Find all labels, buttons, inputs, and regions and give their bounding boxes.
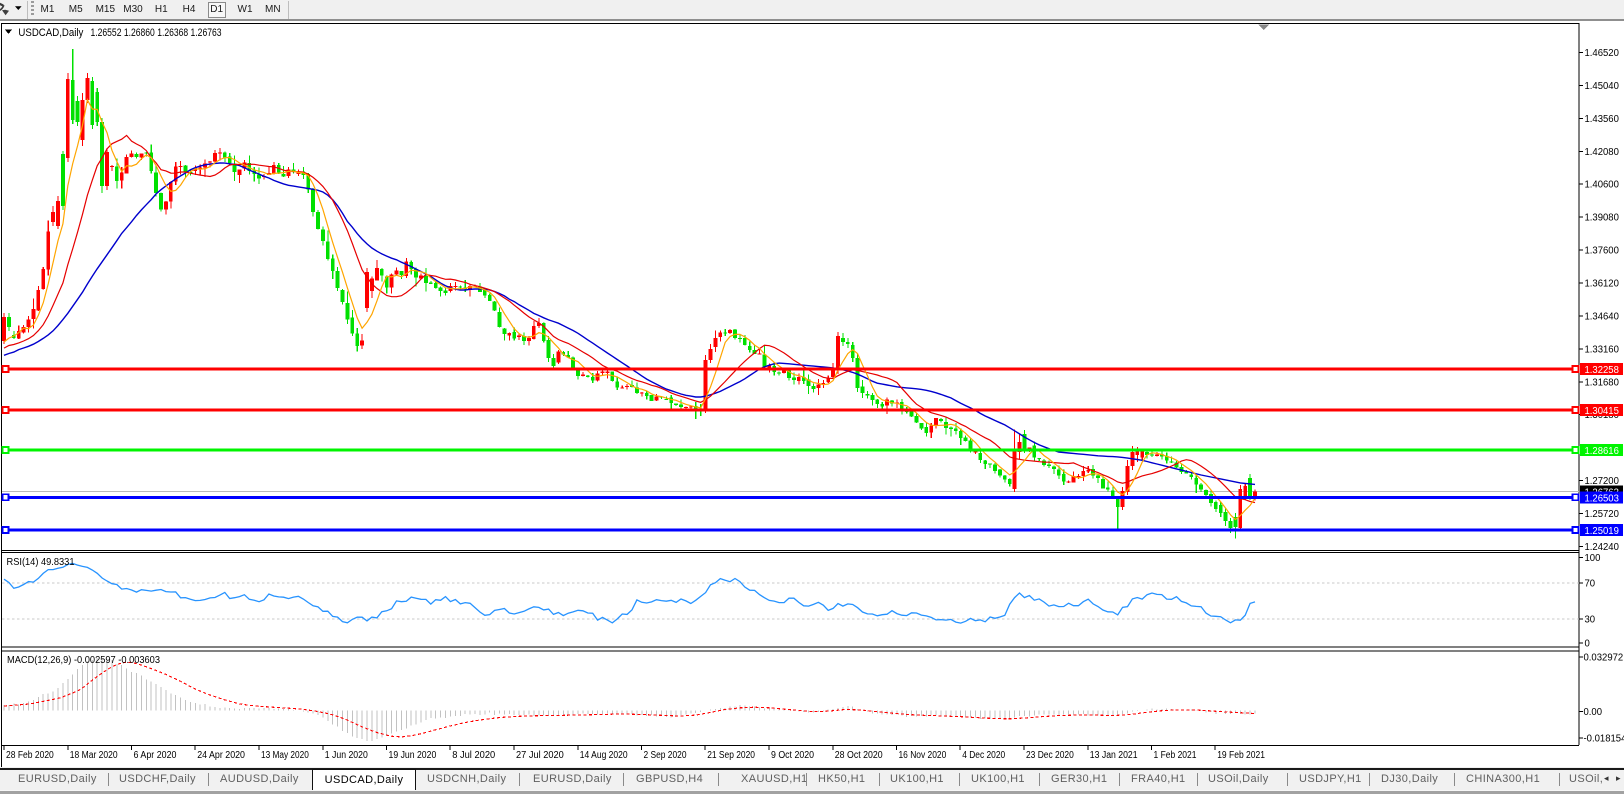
svg-text:19 Feb 2021: 19 Feb 2021 — [1217, 750, 1265, 761]
svg-text:30: 30 — [1585, 614, 1596, 625]
svg-text:RSI(14) 49.8331: RSI(14) 49.8331 — [7, 557, 75, 568]
svg-text:0.00: 0.00 — [1584, 707, 1603, 718]
svg-text:18 Mar 2020: 18 Mar 2020 — [70, 750, 118, 761]
svg-text:28 Feb 2020: 28 Feb 2020 — [6, 750, 54, 761]
svg-text:1.43560: 1.43560 — [1585, 114, 1620, 125]
svg-text:70: 70 — [1585, 578, 1596, 589]
svg-text:1 Feb 2021: 1 Feb 2021 — [1154, 750, 1197, 761]
svg-text:4 Dec 2020: 4 Dec 2020 — [962, 750, 1005, 761]
svg-text:1.31680: 1.31680 — [1585, 377, 1620, 388]
svg-text:13 May 2020: 13 May 2020 — [261, 750, 309, 761]
svg-text:1.24240: 1.24240 — [1585, 542, 1620, 553]
svg-text:8 Jul 2020: 8 Jul 2020 — [452, 750, 495, 761]
svg-text:1.27200: 1.27200 — [1585, 476, 1620, 487]
svg-text:1.36120: 1.36120 — [1585, 279, 1620, 290]
svg-text:100: 100 — [1585, 553, 1601, 564]
svg-text:1.30415: 1.30415 — [1585, 406, 1620, 417]
svg-text:9 Oct 2020: 9 Oct 2020 — [771, 750, 814, 761]
svg-text:24 Apr 2020: 24 Apr 2020 — [197, 750, 245, 761]
svg-text:1.37600: 1.37600 — [1585, 246, 1620, 257]
svg-text:1.32258: 1.32258 — [1585, 365, 1620, 376]
svg-text:MACD(12,26,9) -0.002597 -0.003: MACD(12,26,9) -0.002597 -0.003603 — [7, 655, 160, 666]
svg-text:1.25019: 1.25019 — [1585, 526, 1620, 537]
svg-text:6 Apr 2020: 6 Apr 2020 — [134, 750, 177, 761]
svg-text:27 Jul 2020: 27 Jul 2020 — [516, 750, 564, 761]
svg-text:1.34640: 1.34640 — [1585, 311, 1620, 322]
svg-text:23 Dec 2020: 23 Dec 2020 — [1026, 750, 1074, 761]
svg-text:1.40600: 1.40600 — [1585, 180, 1620, 191]
svg-text:13 Jan 2021: 13 Jan 2021 — [1090, 750, 1138, 761]
svg-text:0.032972: 0.032972 — [1584, 653, 1624, 664]
svg-text:14 Aug 2020: 14 Aug 2020 — [580, 750, 628, 761]
svg-text:0: 0 — [1585, 639, 1591, 650]
svg-text:1.46520: 1.46520 — [1585, 48, 1620, 59]
svg-text:1 Jun 2020: 1 Jun 2020 — [325, 750, 368, 761]
svg-text:1.26503: 1.26503 — [1585, 493, 1620, 504]
svg-text:1.26552 1.26860 1.26368 1.2676: 1.26552 1.26860 1.26368 1.26763 — [91, 27, 222, 39]
svg-text:1.45040: 1.45040 — [1585, 81, 1620, 92]
svg-text:28 Oct 2020: 28 Oct 2020 — [835, 750, 883, 761]
svg-text:1.28616: 1.28616 — [1585, 446, 1620, 457]
svg-text:1.33160: 1.33160 — [1585, 344, 1620, 355]
svg-text:19 Jun 2020: 19 Jun 2020 — [389, 750, 437, 761]
svg-text:USDCAD,Daily: USDCAD,Daily — [18, 27, 83, 39]
svg-text:1.39080: 1.39080 — [1585, 213, 1620, 224]
svg-text:1.42080: 1.42080 — [1585, 147, 1620, 158]
svg-text:-0.018154: -0.018154 — [1584, 734, 1624, 745]
svg-text:21 Sep 2020: 21 Sep 2020 — [707, 750, 755, 761]
svg-text:1.25720: 1.25720 — [1585, 509, 1620, 520]
svg-text:16 Nov 2020: 16 Nov 2020 — [899, 750, 947, 761]
svg-text:2 Sep 2020: 2 Sep 2020 — [644, 750, 687, 761]
